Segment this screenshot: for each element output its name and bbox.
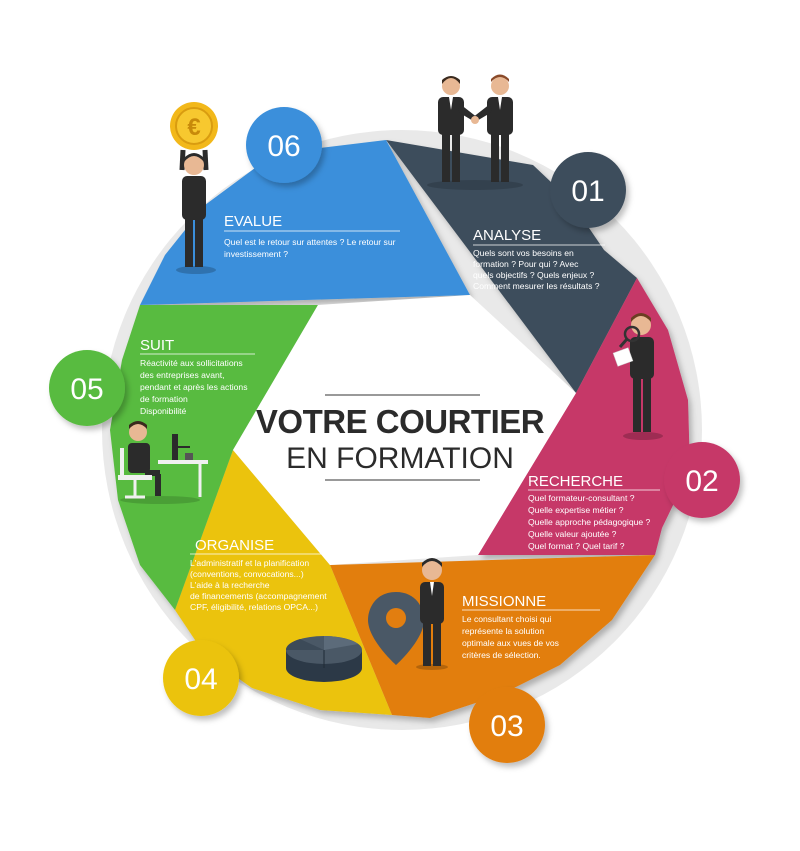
step-01-number: 01: [571, 175, 604, 208]
step-04-line: L'administratif et la planification: [190, 558, 309, 568]
euro-coin-person-icon: €: [170, 102, 218, 274]
step-04-lines: L'administratif et la planification (con…: [190, 558, 327, 612]
segment-suit: [110, 305, 318, 610]
step-03-line: critères de sélection.: [462, 650, 541, 660]
step-05-lines: Réactivité aux sollicitations des entrep…: [140, 358, 248, 416]
pie-chart-icon: [285, 636, 362, 682]
step-01-line: Quels sont vos besoins en: [473, 248, 574, 258]
segment-analyse: [386, 140, 637, 393]
step-02-title: RECHERCHE: [528, 473, 623, 490]
step-01-line: quels objectifs ? Quels enjeux ?: [473, 270, 595, 280]
step-04-line: (conventions, convocations...): [190, 569, 304, 579]
handshake-icon: [427, 74, 523, 190]
step-04-title: ORGANISE: [195, 537, 274, 554]
step-06-title: EVALUE: [224, 213, 282, 230]
step-03-badge: [469, 687, 545, 763]
step-02-line: Quel format ? Quel tarif ?: [528, 541, 625, 551]
step-05-line: Disponibilité: [140, 406, 187, 416]
segment-missionne: [330, 555, 655, 718]
step-03-number: 03: [490, 710, 523, 743]
desk-person-icon: [118, 421, 208, 504]
step-04-line: CPF, éligibilité, relations OPCA...): [190, 602, 318, 612]
magnifier-person-icon: [612, 313, 663, 440]
step-04-number: 04: [184, 663, 217, 696]
title-line1: VOTRE COURTIER: [256, 403, 545, 440]
step-02-line: Quelle expertise métier ?: [528, 505, 624, 515]
svg-text:€: €: [187, 114, 200, 141]
step-05-title: SUIT: [140, 337, 174, 354]
step-05-line: des entreprises avant,: [140, 370, 225, 380]
step-04-line: L'aide à la recherche: [190, 580, 270, 590]
step-01-line: Comment mesurer les résultats ?: [473, 281, 600, 291]
step-06-number: 06: [267, 130, 300, 163]
step-04-line: de financements (accompagnement: [190, 591, 327, 601]
step-02-number: 02: [685, 465, 718, 498]
step-01-badge: [550, 152, 626, 228]
step-04-badge: [163, 640, 239, 716]
step-02-line: Quel formateur-consultant ?: [528, 493, 635, 503]
step-01-title: ANALYSE: [473, 227, 541, 244]
map-pin-person-icon: [368, 558, 448, 670]
step-05-line: pendant et après les actions: [140, 382, 248, 392]
step-02-line: Quelle valeur ajoutée ?: [528, 529, 617, 539]
step-06-line: investissement ?: [224, 249, 288, 259]
step-03-lines: Le consultant choisi qui représente la s…: [462, 614, 559, 660]
step-02-lines: Quel formateur-consultant ? Quelle exper…: [528, 493, 651, 551]
title-line2: EN FORMATION: [286, 442, 514, 475]
center-hexagon: [233, 295, 576, 565]
step-01-line: formation ? Pour qui ? Avec: [473, 259, 579, 269]
step-06-line: Quel est le retour sur attentes ? Le ret…: [224, 237, 396, 247]
step-06-badge: [246, 107, 322, 183]
step-02-badge: [664, 442, 740, 518]
segment-evalue: [140, 140, 470, 305]
step-03-line: Le consultant choisi qui: [462, 614, 551, 624]
step-02-line: Quelle approche pédagogique ?: [528, 517, 651, 527]
step-03-title: MISSIONNE: [462, 593, 546, 610]
step-03-line: représente la solution: [462, 626, 544, 636]
step-05-line: Réactivité aux sollicitations: [140, 358, 243, 368]
step-05-badge: [49, 350, 125, 426]
step-05-number: 05: [70, 373, 103, 406]
step-05-line: de formation: [140, 394, 188, 404]
step-03-line: optimale aux vues de vos: [462, 638, 559, 648]
step-01-lines: Quels sont vos besoins en formation ? Po…: [473, 248, 600, 291]
step-06-lines: Quel est le retour sur attentes ? Le ret…: [224, 237, 396, 259]
